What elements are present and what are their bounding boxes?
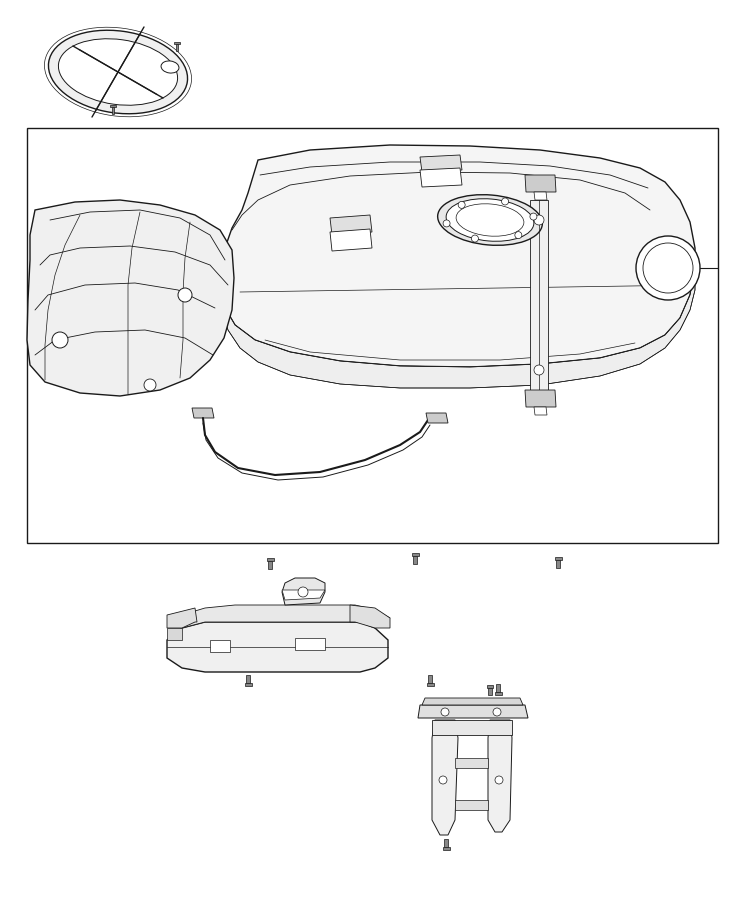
Circle shape <box>144 379 156 391</box>
Polygon shape <box>268 561 272 569</box>
Ellipse shape <box>161 61 179 73</box>
Polygon shape <box>176 44 179 50</box>
Circle shape <box>178 288 192 302</box>
Circle shape <box>458 202 465 209</box>
Polygon shape <box>556 560 559 568</box>
Polygon shape <box>488 720 512 832</box>
Polygon shape <box>192 408 214 418</box>
Polygon shape <box>330 215 372 235</box>
Polygon shape <box>554 557 562 560</box>
Polygon shape <box>530 200 548 390</box>
Circle shape <box>636 236 700 300</box>
Circle shape <box>298 587 308 597</box>
Ellipse shape <box>48 31 187 113</box>
Circle shape <box>515 231 522 239</box>
Polygon shape <box>167 628 182 640</box>
Ellipse shape <box>438 194 542 246</box>
Polygon shape <box>525 390 556 407</box>
Polygon shape <box>167 608 197 628</box>
Polygon shape <box>422 698 523 705</box>
Polygon shape <box>534 192 547 200</box>
Polygon shape <box>455 800 488 810</box>
Polygon shape <box>488 688 491 695</box>
Polygon shape <box>534 407 547 415</box>
Polygon shape <box>418 705 528 718</box>
Circle shape <box>534 365 544 375</box>
Bar <box>27 128 718 543</box>
Circle shape <box>502 198 508 205</box>
Polygon shape <box>167 622 388 672</box>
Polygon shape <box>420 168 462 187</box>
Polygon shape <box>112 107 114 113</box>
Polygon shape <box>444 839 448 847</box>
Polygon shape <box>494 692 502 695</box>
Polygon shape <box>455 758 488 768</box>
Polygon shape <box>295 638 325 650</box>
Polygon shape <box>282 578 325 605</box>
Circle shape <box>643 243 693 293</box>
Polygon shape <box>496 684 499 692</box>
Polygon shape <box>428 675 432 683</box>
Polygon shape <box>525 175 556 192</box>
Circle shape <box>443 220 450 227</box>
Circle shape <box>441 708 449 716</box>
Circle shape <box>534 215 544 225</box>
Polygon shape <box>222 270 695 388</box>
Polygon shape <box>432 720 512 735</box>
Polygon shape <box>427 683 433 686</box>
Polygon shape <box>350 605 390 628</box>
Polygon shape <box>245 683 251 686</box>
Polygon shape <box>174 42 180 44</box>
Circle shape <box>493 708 501 716</box>
Polygon shape <box>246 675 250 683</box>
Polygon shape <box>110 105 116 107</box>
Polygon shape <box>27 200 234 396</box>
Polygon shape <box>420 155 462 172</box>
Ellipse shape <box>59 39 178 105</box>
Polygon shape <box>411 553 419 556</box>
Polygon shape <box>442 847 450 850</box>
Circle shape <box>471 235 479 242</box>
Polygon shape <box>413 556 416 564</box>
Ellipse shape <box>446 199 534 241</box>
Polygon shape <box>210 640 230 652</box>
Polygon shape <box>432 720 458 835</box>
Polygon shape <box>267 558 273 561</box>
Polygon shape <box>282 590 325 600</box>
Polygon shape <box>170 605 390 628</box>
Circle shape <box>439 776 447 784</box>
Polygon shape <box>330 229 372 251</box>
Circle shape <box>52 332 68 348</box>
Polygon shape <box>222 145 695 367</box>
Ellipse shape <box>456 203 524 236</box>
Circle shape <box>530 213 537 220</box>
Polygon shape <box>426 413 448 423</box>
Circle shape <box>495 776 503 784</box>
Polygon shape <box>487 685 494 688</box>
